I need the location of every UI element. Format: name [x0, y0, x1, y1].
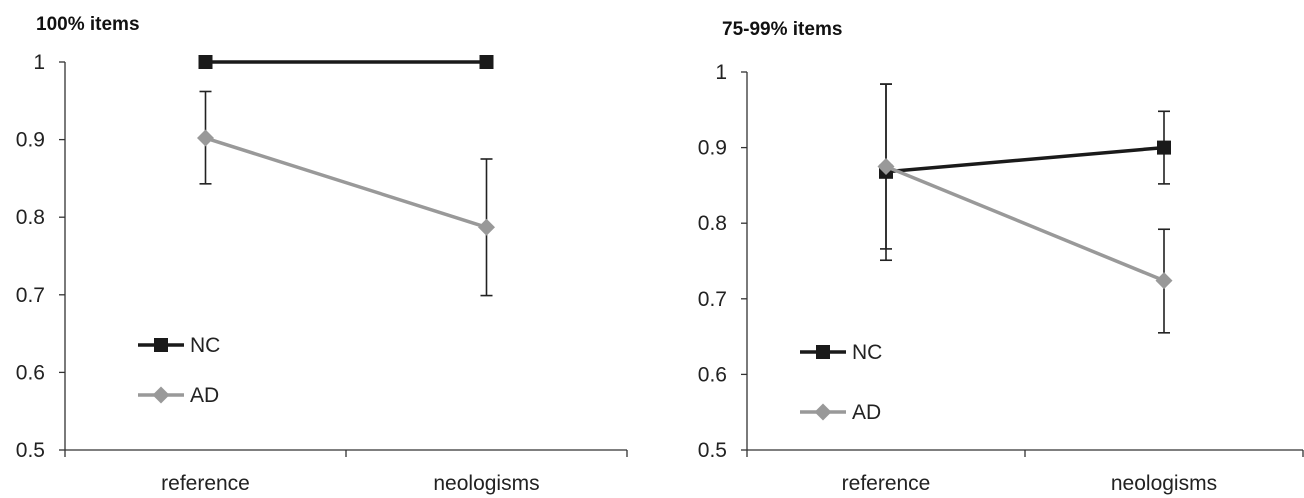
y-tick-label: 0.8: [16, 206, 45, 229]
series-line-nc: [885, 145, 1165, 174]
y-tick-label: 0.7: [698, 288, 727, 311]
x-tick-label: neologisms: [1111, 472, 1217, 495]
y-tick-label: 0.8: [698, 212, 727, 235]
y-tick-label: 0.5: [698, 439, 727, 462]
y-tick-label: 0.6: [698, 363, 727, 386]
legend: NC AD: [800, 341, 882, 424]
legend-label-ad: AD: [852, 401, 881, 424]
data-point-ad: [877, 158, 895, 175]
legend-label-nc: NC: [852, 341, 882, 364]
data-point-ad: [478, 218, 495, 236]
y-tick-label: 0.5: [16, 439, 45, 462]
legend-marker-ad: [152, 386, 170, 404]
x-tick-label: neologisms: [433, 472, 539, 495]
y-tick-label: 0.7: [16, 284, 45, 307]
data-point-nc: [198, 55, 213, 69]
y-tick-label: 0.9: [698, 137, 727, 160]
panel-title: 100% items: [36, 14, 140, 35]
chart-panel-100-items: 100% items 0.5 0.6 0.7 0.8 0.9 1 reference neol…: [16, 14, 628, 495]
x-tick-label: reference: [842, 472, 931, 495]
y-tick-label: 1: [715, 61, 727, 84]
panel-title: 75-99% items: [722, 19, 842, 40]
y-tick-label: 0.9: [16, 129, 45, 152]
series-line-ad: [885, 164, 1165, 283]
legend-label-ad: AD: [190, 384, 219, 407]
data-point-ad: [197, 129, 214, 147]
legend-marker-nc: [154, 338, 168, 352]
legend: NC AD: [138, 334, 220, 407]
chart-panel-75-99-items: 75-99% items 0.5 0.6 0.7 0.8 0.9 1 reference ne…: [698, 19, 1304, 495]
data-point-nc: [479, 55, 494, 69]
x-tick-label: reference: [161, 472, 250, 495]
legend-marker-ad: [814, 403, 832, 421]
legend-marker-nc: [816, 345, 830, 359]
y-tick-label: 1: [33, 51, 45, 74]
data-point-nc: [1157, 140, 1171, 155]
y-tick-label: 0.6: [16, 361, 45, 384]
legend-label-nc: NC: [190, 334, 220, 357]
series-line-ad: [204, 136, 488, 229]
data-point-ad: [1155, 272, 1173, 290]
